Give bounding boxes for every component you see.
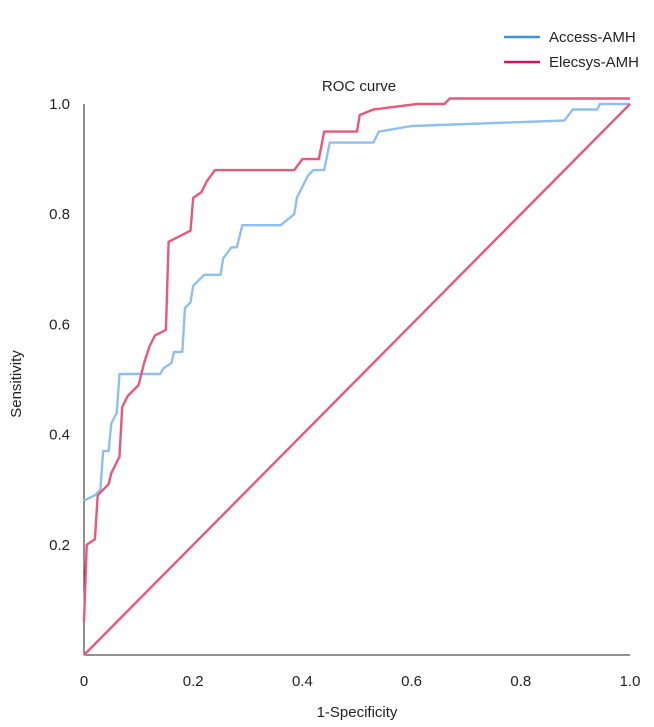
x-axis-title: 1-Specificity xyxy=(317,704,398,721)
y-tick-label: 0.4 xyxy=(49,427,70,444)
y-axis-title: Sensitivity xyxy=(8,350,25,418)
x-tick-label: 0.4 xyxy=(292,673,313,690)
legend-label-elecsys-amh: Elecsys-AMH xyxy=(549,54,639,71)
legend-label-access-amh: Access-AMH xyxy=(549,29,636,46)
y-tick-labels: 0.2 0.4 0.6 0.8 1.0 xyxy=(49,96,70,554)
x-tick-labels: 0 0.2 0.4 0.6 0.8 1.0 xyxy=(80,673,641,690)
plot-area xyxy=(82,97,631,656)
y-tick-label: 0.6 xyxy=(49,316,70,333)
x-tick-label: 0.8 xyxy=(510,673,531,690)
chart-title: ROC curve xyxy=(322,78,396,95)
y-tick-label: 0.2 xyxy=(49,537,70,554)
roc-line-access-amh xyxy=(83,102,630,502)
roc-line-elecsys-amh xyxy=(82,97,630,622)
x-tick-label: 0.6 xyxy=(401,673,422,690)
legend: Access-AMH Elecsys-AMH xyxy=(504,29,639,71)
y-tick-label: 0.8 xyxy=(49,206,70,223)
x-tick-label: 0 xyxy=(80,673,88,690)
reference-diagonal-line xyxy=(83,103,631,656)
x-tick-label: 1.0 xyxy=(620,673,641,690)
x-tick-label: 0.2 xyxy=(183,673,204,690)
y-tick-label: 1.0 xyxy=(49,96,70,113)
